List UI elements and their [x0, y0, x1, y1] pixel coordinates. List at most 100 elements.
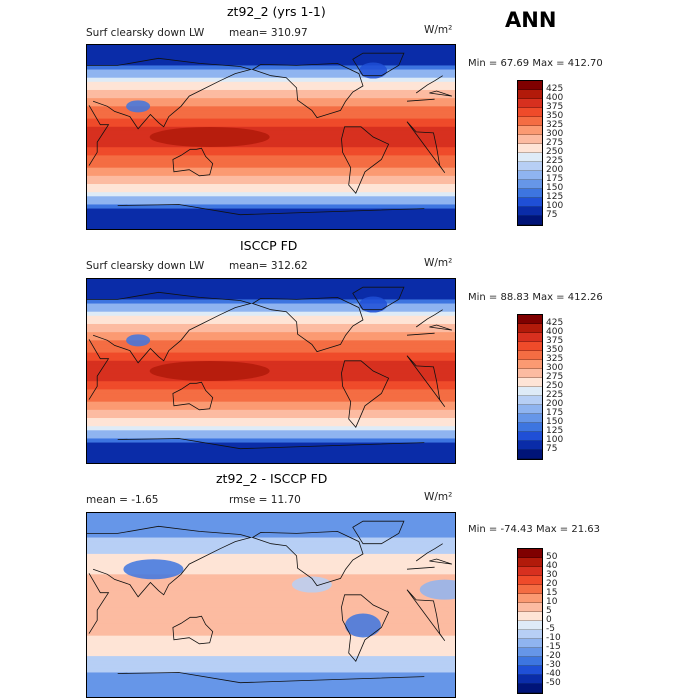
colorbar-swatch	[518, 108, 542, 117]
latitude-band	[87, 594, 455, 600]
colorbar-tick-label: 125	[546, 191, 564, 202]
map-field	[87, 513, 455, 697]
colorbar-swatch	[518, 126, 542, 135]
panel-2-min-value: 88.83	[500, 292, 530, 303]
colorbar-swatch	[518, 360, 542, 369]
colorbar-swatch	[518, 351, 542, 360]
latitude-band	[87, 680, 455, 686]
colorbar-swatch	[518, 315, 542, 324]
latitude-band	[87, 291, 455, 296]
colorbar-swatch	[518, 576, 542, 585]
coastline-eurasia	[87, 57, 453, 130]
colorbar-swatch	[518, 612, 542, 621]
latitude-band	[87, 283, 455, 288]
latitude-band	[87, 216, 455, 222]
coastline-australia	[172, 381, 214, 411]
coastline-africa	[88, 332, 446, 408]
field-anomaly	[291, 576, 332, 593]
latitude-band	[87, 348, 455, 354]
latitude-band	[87, 619, 455, 624]
panel-1-mean-value: 310.97	[270, 27, 308, 39]
colorbar-tick-label: 100	[546, 434, 564, 445]
colorbar-swatch	[518, 99, 542, 108]
panel-1-max-value: 412.70	[567, 58, 603, 69]
colorbar-swatch	[518, 369, 542, 378]
latitude-band	[87, 315, 455, 321]
colorbar-tick-label: 300	[546, 362, 564, 373]
panel-1-min-value: 67.69	[500, 58, 530, 69]
latitude-band	[87, 652, 455, 657]
latitude-band	[87, 45, 455, 50]
latitude-band	[87, 299, 455, 305]
colorbar-tick-label: 175	[546, 407, 564, 418]
latitude-band	[87, 188, 455, 193]
colorbar-tick-label: 350	[546, 110, 564, 121]
colorbar-tick-label: 175	[546, 173, 564, 184]
colorbar-swatch	[518, 432, 542, 441]
colorbar-swatch	[518, 153, 542, 162]
latitude-band	[87, 623, 455, 628]
latitude-band	[87, 438, 455, 444]
latitude-band	[87, 171, 455, 177]
latitude-band	[87, 328, 455, 333]
colorbar-swatch	[518, 603, 542, 612]
latitude-band	[87, 53, 455, 58]
field-anomaly	[126, 334, 151, 347]
colorbar-tick-label: -30	[546, 659, 561, 670]
latitude-band	[87, 598, 455, 604]
latitude-band	[87, 389, 455, 394]
colorbar-swatch	[518, 585, 542, 594]
latitude-band	[87, 405, 455, 411]
latitude-band	[87, 409, 455, 415]
colorbar-tick-label: 250	[546, 380, 564, 391]
colorbar-swatch	[518, 594, 542, 603]
colorbar-tick-label: 15	[546, 587, 558, 598]
colorbar-swatch	[518, 198, 542, 207]
latitude-band	[87, 684, 455, 690]
map-field	[87, 279, 455, 463]
colorbar-swatch	[518, 162, 542, 171]
panel-3-colorbar-labels: 50 40 30 20 15 10 5 0 -5 -10 -15 -20 -30 -40 -50	[546, 548, 586, 692]
latitude-band	[87, 647, 455, 653]
colorbar-tick-label: 225	[546, 389, 564, 400]
colorbar-tick-label: 225	[546, 155, 564, 166]
panel-1-title: zt92_2 (yrs 1-1)	[227, 4, 326, 19]
latitude-band	[87, 373, 455, 378]
colorbar-swatch	[518, 666, 542, 675]
colorbar-tick-label: 400	[546, 326, 564, 337]
colorbar-tick-label: -20	[546, 650, 561, 661]
latitude-band	[87, 368, 455, 374]
panel-1-units: W/m²	[424, 24, 453, 36]
panel-2-title: ISCCP FD	[240, 238, 298, 253]
colorbar-tick-label: 425	[546, 317, 564, 328]
latitude-band	[87, 676, 455, 682]
colorbar-swatch	[518, 657, 542, 666]
colorbar-tick-label: -40	[546, 668, 561, 679]
latitude-band	[87, 562, 455, 567]
latitude-band	[87, 65, 455, 71]
latitude-band	[87, 521, 455, 526]
colorbar-tick-label: 425	[546, 83, 564, 94]
latitude-band	[87, 553, 455, 559]
latitude-band	[87, 660, 455, 665]
panel-3-min-label: Min =	[468, 524, 498, 535]
latitude-band	[87, 413, 455, 419]
colorbar-tick-label: 75	[546, 443, 558, 454]
latitude-band	[87, 134, 455, 140]
panel-3-mean-value: -1.65	[131, 494, 159, 506]
latitude-band	[87, 224, 455, 229]
colorbar-tick-label: 100	[546, 200, 564, 211]
coastline-africa	[88, 98, 446, 174]
latitude-band	[87, 49, 455, 54]
latitude-band	[87, 102, 455, 107]
map-field	[87, 45, 455, 229]
coastline-greenland	[352, 52, 405, 77]
latitude-band	[87, 377, 455, 382]
latitude-band	[87, 549, 455, 555]
latitude-band	[87, 566, 455, 571]
latitude-band	[87, 279, 455, 284]
latitude-band	[87, 147, 455, 152]
colorbar-tick-label: 50	[546, 551, 558, 562]
colorbar-swatch	[518, 414, 542, 423]
latitude-band	[87, 122, 455, 128]
